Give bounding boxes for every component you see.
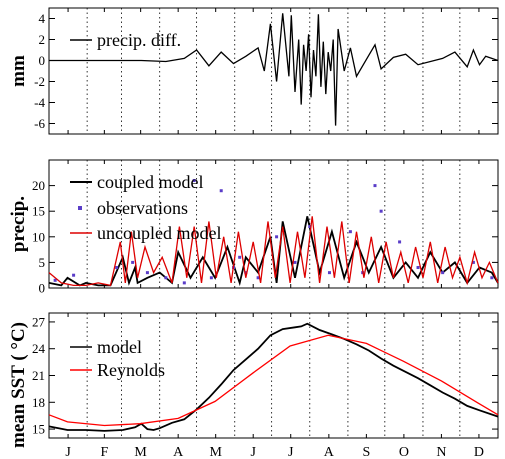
y-tick-label: 20	[32, 178, 45, 193]
month-label: J	[65, 445, 71, 459]
panel-2-ylabel: precip.	[8, 196, 29, 252]
observation-point	[379, 209, 383, 213]
observation-point	[398, 240, 402, 244]
y-tick-label: 5	[39, 255, 46, 270]
month-label: M	[134, 445, 147, 459]
y-tick-label: -4	[34, 95, 45, 110]
y-tick-label: 4	[39, 11, 46, 26]
panel-precip: 0 5 10 15 20 precip. coupled model observati…	[8, 159, 499, 296]
y-tick-label: -6	[34, 116, 45, 131]
month-label: D	[474, 445, 484, 459]
month-label: F	[100, 445, 108, 459]
observation-point	[219, 189, 223, 193]
y-tick-label: 2	[39, 32, 46, 47]
month-label: M	[209, 445, 222, 459]
series-line-uncoupled-model	[48, 216, 499, 287]
panel-1-ylabel: mm	[8, 55, 29, 87]
y-tick-label: 27	[32, 314, 46, 329]
observation-point	[441, 271, 445, 275]
observation-point	[471, 260, 475, 264]
legend-label-coupled-model: coupled model	[97, 172, 203, 192]
y-tick-label: 10	[32, 229, 45, 244]
observation-point	[72, 273, 76, 277]
observation-point	[308, 225, 312, 229]
month-label: J	[250, 445, 256, 459]
y-tick-label: 24	[32, 341, 46, 356]
month-label: S	[362, 445, 370, 459]
legend-label-reynolds: Reynolds	[97, 360, 165, 380]
y-tick-label: 0	[39, 281, 46, 296]
series-line-model	[48, 322, 499, 432]
legend-label-model: model	[97, 337, 142, 357]
observation-point	[416, 266, 420, 270]
observation-point	[348, 230, 352, 234]
y-tick-label: 15	[32, 422, 45, 437]
panel-2-frame	[48, 159, 499, 289]
observation-point	[327, 271, 331, 275]
panel-1-series	[49, 13, 499, 126]
observation-point	[373, 184, 377, 188]
y-tick-label: 15	[32, 204, 45, 219]
y-tick-label: 0	[39, 53, 46, 68]
observation-point	[209, 276, 213, 280]
observation-point	[275, 235, 279, 239]
y-tick-label: 21	[32, 368, 45, 383]
panel-sst: 15 18 21 24 27 J F M A M J J A S O N D mean SST ( °C) m…	[8, 312, 499, 459]
observation-point	[53, 278, 57, 282]
observation-point	[293, 260, 297, 264]
panel-2-y-ticks: 0 5 10 15 20	[32, 178, 498, 296]
month-label: O	[399, 445, 409, 459]
observation-point	[244, 271, 248, 275]
legend-marker-observations	[78, 206, 82, 210]
panel-3-gridlines	[67, 313, 480, 438]
panel-precip-diff: -6 -4 -2 0 2 4 mm precip. diff.	[8, 7, 499, 135]
panel-2-gridlines	[67, 160, 480, 288]
observation-point	[256, 276, 260, 280]
month-label: A	[173, 445, 184, 459]
legend-label-observations: observations	[97, 198, 188, 218]
observation-point	[131, 260, 135, 264]
observation-point	[192, 178, 196, 182]
y-tick-label: -2	[34, 74, 45, 89]
observation-point	[145, 271, 149, 275]
observation-point	[238, 255, 242, 259]
panel-3-series	[48, 322, 499, 432]
panel-1-y-ticks: -6 -4 -2 0 2 4	[34, 11, 498, 131]
legend-label-precip-diff: precip. diff.	[97, 30, 181, 50]
panel-3-ylabel: mean SST ( °C)	[8, 322, 29, 448]
month-label: A	[324, 445, 335, 459]
observation-point	[490, 276, 494, 280]
legend-label-uncoupled-model: uncoupled model	[97, 223, 221, 243]
month-label: N	[436, 445, 446, 459]
y-tick-label: 18	[32, 395, 45, 410]
series-line-reynolds	[48, 334, 499, 427]
panel-1-gridlines	[67, 8, 480, 134]
panel-3-y-ticks: 15 18 21 24 27	[32, 314, 498, 437]
panel-1-frame	[48, 7, 499, 135]
observation-point	[182, 281, 186, 285]
series-line-precip-diff-	[49, 13, 499, 126]
panel-2-series	[48, 178, 499, 287]
observation-point	[164, 276, 168, 280]
month-label: J	[288, 445, 294, 459]
observation-point	[115, 266, 119, 270]
